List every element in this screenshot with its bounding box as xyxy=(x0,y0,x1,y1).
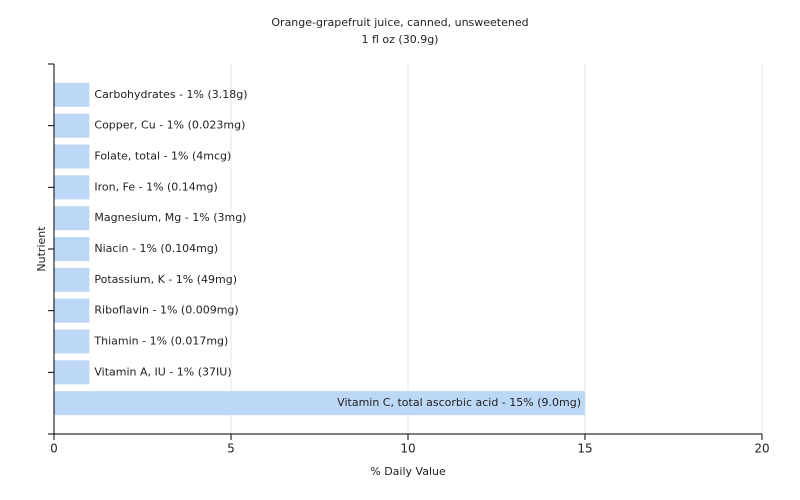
bar-label: Niacin - 1% (0.104mg) xyxy=(94,242,218,255)
bar xyxy=(54,267,90,292)
x-tick-label: 10 xyxy=(400,442,415,456)
bar xyxy=(54,360,90,385)
x-axis-label: % Daily Value xyxy=(370,465,446,478)
bar-label: Iron, Fe - 1% (0.14mg) xyxy=(94,180,217,193)
bar xyxy=(54,82,90,107)
bar xyxy=(54,113,90,138)
bar-label: Carbohydrates - 1% (3.18g) xyxy=(94,88,247,101)
chart-title: Orange-grapefruit juice, canned, unsweet… xyxy=(271,16,528,29)
bar-label: Potassium, K - 1% (49mg) xyxy=(94,273,237,286)
y-axis-label: Nutrient xyxy=(35,226,48,272)
x-tick-label: 20 xyxy=(754,442,769,456)
x-tick-label: 0 xyxy=(50,442,58,456)
bar xyxy=(54,237,90,261)
bar xyxy=(54,144,90,169)
bar xyxy=(54,329,90,354)
bar xyxy=(54,175,90,200)
x-tick-label: 5 xyxy=(227,442,235,456)
bar-label: Thiamin - 1% (0.017mg) xyxy=(93,335,228,348)
x-tick-label: 15 xyxy=(577,442,592,456)
bar xyxy=(54,391,585,416)
bar xyxy=(54,206,90,231)
bar-label: Vitamin C, total ascorbic acid - 15% (9.… xyxy=(337,396,581,409)
bar-label: Riboflavin - 1% (0.009mg) xyxy=(94,304,238,317)
chart-subtitle: 1 fl oz (30.9g) xyxy=(362,33,439,46)
bar xyxy=(54,298,90,323)
bar-label: Magnesium, Mg - 1% (3mg) xyxy=(94,211,246,224)
bar-label: Folate, total - 1% (4mcg) xyxy=(94,150,231,163)
bar-label: Copper, Cu - 1% (0.023mg) xyxy=(94,119,245,132)
bar-label: Vitamin A, IU - 1% (37IU) xyxy=(94,365,231,378)
